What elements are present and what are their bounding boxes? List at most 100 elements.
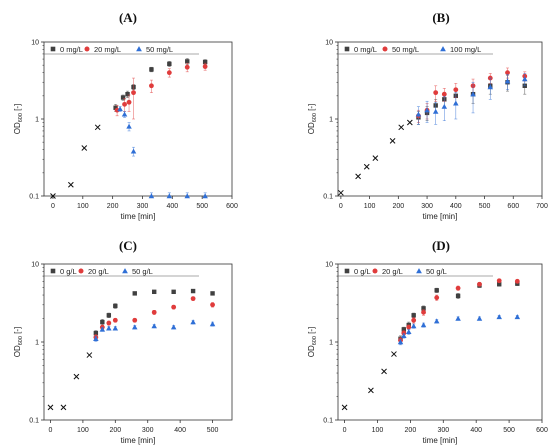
x-tick-label: 600 xyxy=(536,427,548,434)
data-point xyxy=(117,106,123,112)
legend-label: 100 mg/L xyxy=(450,45,481,54)
y-tick-label: 10 xyxy=(325,40,333,47)
data-point xyxy=(487,84,494,90)
data-point xyxy=(514,314,521,320)
x-tick-label: 500 xyxy=(207,427,219,434)
cross-stroke xyxy=(363,163,370,170)
data-point xyxy=(410,323,417,329)
series-2 xyxy=(415,73,528,125)
data-point xyxy=(496,278,502,284)
data-point xyxy=(406,324,412,330)
data-point xyxy=(432,108,439,114)
data-point xyxy=(106,320,112,326)
legend-marker xyxy=(344,46,350,52)
data-point xyxy=(209,321,216,327)
legend-label: 50 g/L xyxy=(426,267,447,276)
preculture-point xyxy=(47,404,54,411)
cross-stroke xyxy=(73,373,80,380)
legend-label: 20 g/L xyxy=(88,267,109,276)
x-tick-label: 500 xyxy=(479,203,491,210)
y-axis-label-sub: 600 xyxy=(18,113,24,122)
legend-marker xyxy=(382,46,388,52)
y-axis-label-unit: [-] xyxy=(307,327,316,336)
x-tick-label: 100 xyxy=(364,203,376,210)
panel-label: (C) xyxy=(119,238,137,253)
legend-label: 20 mg/L xyxy=(94,45,121,54)
series-1 xyxy=(93,296,215,341)
data-point xyxy=(433,90,439,96)
panel-c: (C) 0 100 200 300 400 500 0.1 1 10 time [min] OD600… xyxy=(13,238,233,445)
panel-label: (D) xyxy=(432,238,450,253)
data-point xyxy=(152,289,157,295)
y-tick-label: 10 xyxy=(31,262,39,269)
cross-stroke xyxy=(398,124,405,131)
y-axis-label: OD600 [-] xyxy=(13,104,24,135)
data-point xyxy=(151,309,157,315)
data-point xyxy=(166,193,173,199)
y-axis-label-unit: [-] xyxy=(307,104,316,113)
x-tick-label: 300 xyxy=(437,427,449,434)
series-1 xyxy=(398,278,520,345)
x-tick-label: 200 xyxy=(109,427,121,434)
data-point xyxy=(99,326,106,332)
legend-item: 20 mg/L xyxy=(84,45,121,54)
data-point xyxy=(210,302,215,308)
x-tick-label: 300 xyxy=(421,203,433,210)
data-point xyxy=(184,64,190,70)
series-2 xyxy=(117,106,208,199)
legend-marker xyxy=(122,268,128,274)
legend-marker xyxy=(440,46,446,52)
preculture-point xyxy=(372,155,379,162)
x-tick-label: 600 xyxy=(226,203,238,210)
preculture-point xyxy=(381,368,387,375)
legend-label: 0 mg/L xyxy=(354,45,377,54)
cross-stroke xyxy=(60,404,67,411)
x-tick-label: 400 xyxy=(470,427,482,434)
panel-label: (B) xyxy=(432,10,449,25)
legend-item: 0 g/L xyxy=(50,267,77,276)
data-point xyxy=(453,100,459,106)
legend-item: 0 mg/L xyxy=(344,45,377,54)
data-point xyxy=(190,319,196,325)
legend-label: 50 mg/L xyxy=(146,45,173,54)
series-0 xyxy=(416,74,527,125)
data-point xyxy=(441,91,447,97)
legend-label: 20 g/L xyxy=(382,267,403,276)
data-point xyxy=(149,67,154,72)
x-axis-label: time [min] xyxy=(423,436,458,445)
x-tick-label: 300 xyxy=(137,203,149,210)
cross-stroke xyxy=(341,404,348,411)
preculture-point xyxy=(50,193,56,199)
y-tick-label: 0.1 xyxy=(29,194,39,201)
preculture-point xyxy=(81,145,88,151)
data-point xyxy=(405,329,412,335)
x-axis-label: time [min] xyxy=(121,436,156,445)
preculture-point xyxy=(94,124,101,131)
cross-stroke xyxy=(381,368,387,375)
data-point xyxy=(132,317,138,323)
cross-stroke xyxy=(50,193,56,199)
y-tick-label: 10 xyxy=(31,40,39,47)
x-tick-label: 0 xyxy=(339,203,343,210)
y-axis-label-main: OD xyxy=(307,345,316,357)
data-point xyxy=(401,333,407,339)
data-point xyxy=(202,193,208,199)
y-tick-label: 1 xyxy=(35,340,39,347)
x-tick-label: 300 xyxy=(142,427,154,434)
cross-stroke xyxy=(389,138,396,144)
panel-label: (A) xyxy=(119,10,137,25)
data-point xyxy=(184,193,190,199)
data-point xyxy=(122,101,127,107)
x-tick-label: 200 xyxy=(405,427,417,434)
cross-stroke xyxy=(86,352,93,358)
legend-item: 20 g/L xyxy=(78,267,109,276)
preculture-point xyxy=(363,163,370,170)
preculture-point xyxy=(368,387,374,394)
panel-a: (A) 0 100 200 300 400 500 600 0.1 1 10 time [min] OD… xyxy=(13,10,238,221)
data-point xyxy=(415,111,422,117)
data-point xyxy=(151,323,157,329)
y-tick-label: 0.1 xyxy=(323,418,333,425)
data-point xyxy=(411,313,416,318)
preculture-point xyxy=(73,373,80,380)
